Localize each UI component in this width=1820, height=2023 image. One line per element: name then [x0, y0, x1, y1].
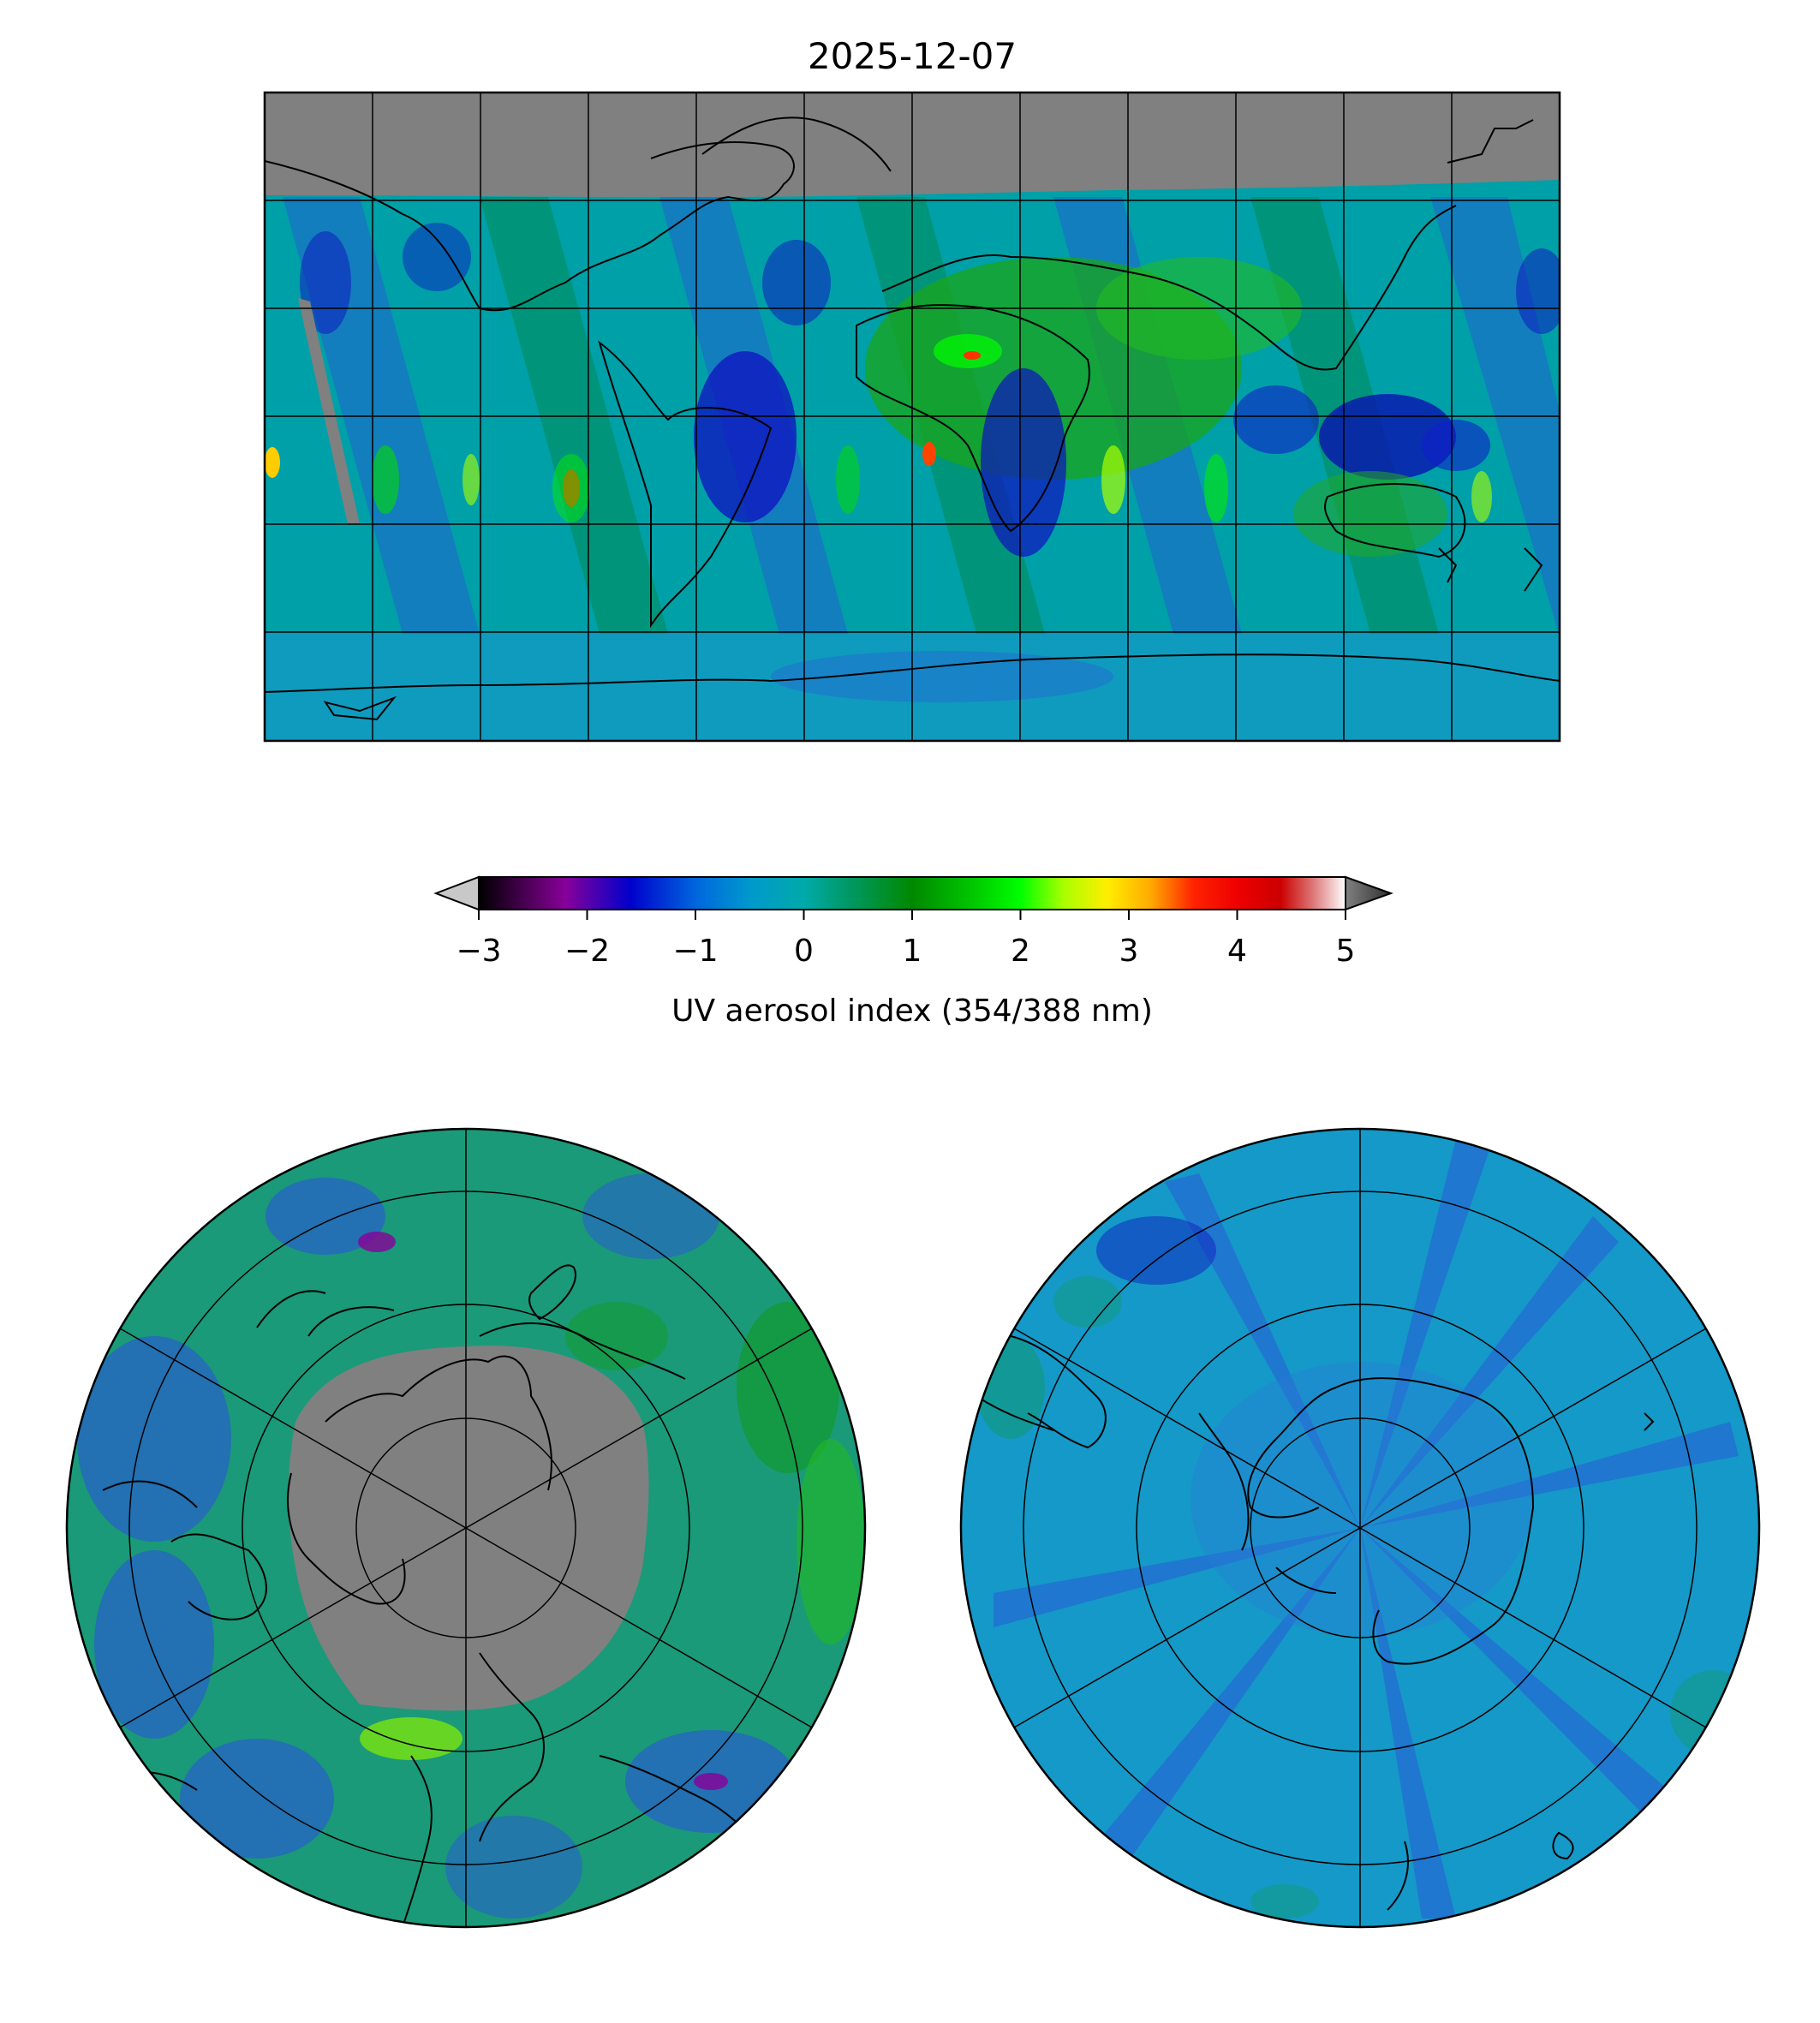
- colorbar-tick-label: 0: [794, 934, 814, 969]
- colorbar-tick-label: 2: [1011, 934, 1030, 969]
- south-aerosol-features: [976, 1139, 1756, 1919]
- colorbar-tick-label: −3: [456, 934, 501, 969]
- global-map: [263, 91, 1561, 743]
- colorbar: −3 −2 −1 0 1 2 3 4 5 UV aerosol index (354/388 n…: [433, 875, 1393, 1029]
- colorbar-under-extension: [433, 875, 480, 911]
- colorbar-tick-label: −2: [564, 934, 610, 969]
- colorbar-over-extension: [1345, 875, 1393, 911]
- north-polar-map: [65, 1127, 867, 1929]
- colorbar-tick-label: −1: [672, 934, 718, 969]
- colorbar-label: UV aerosol index (354/388 nm): [671, 994, 1153, 1029]
- colorbar-tick-label: 4: [1227, 934, 1247, 969]
- south-gridlines: [1013, 1129, 1707, 1927]
- north-map-frame: [65, 1127, 867, 1929]
- global-gridlines: [265, 92, 1560, 741]
- colorbar-tick-label: 3: [1119, 934, 1139, 969]
- colorbar-gradient: [479, 877, 1346, 910]
- colorbar-tick-label: 1: [903, 934, 922, 969]
- north-gridlines: [119, 1129, 813, 1927]
- south-polar-map: [959, 1127, 1761, 1929]
- north-no-data-polar-night: [288, 1346, 649, 1711]
- global-no-data-gap: [298, 298, 360, 524]
- global-aerosol-features: [265, 223, 1560, 702]
- south-map-frame: [959, 1127, 1761, 1929]
- south-coastlines: [976, 1335, 1655, 1911]
- colorbar-ticks: −3 −2 −1 0 1 2 3 4 5: [456, 910, 1355, 969]
- colorbar-tick-label: 5: [1336, 934, 1356, 969]
- global-map-frame: [263, 91, 1561, 743]
- figure-title: 2025-12-07: [808, 35, 1017, 77]
